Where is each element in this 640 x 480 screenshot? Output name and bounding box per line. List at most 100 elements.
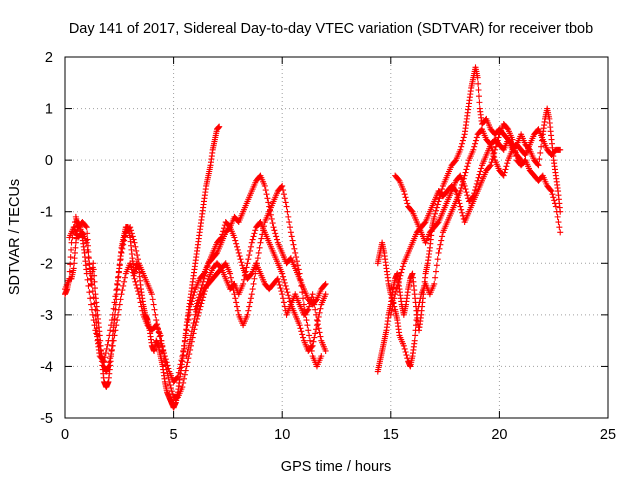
data-point (148, 291, 155, 298)
data-point (233, 299, 240, 306)
data-point (236, 253, 243, 260)
data-point (438, 237, 445, 244)
data-point (163, 359, 170, 366)
data-point (250, 280, 257, 287)
data-point (557, 229, 564, 236)
data-point (313, 297, 320, 304)
data-point (93, 325, 100, 332)
data-point (295, 266, 302, 273)
data-point (314, 321, 321, 328)
data-point (119, 287, 126, 294)
data-point (461, 182, 468, 189)
data-point (89, 311, 96, 318)
data-point (478, 165, 485, 172)
data-point (161, 350, 168, 357)
data-point (82, 223, 89, 230)
data-point (293, 254, 300, 261)
data-point (91, 272, 98, 279)
data-point (68, 246, 75, 253)
data-point (252, 227, 259, 234)
data-point (232, 295, 239, 302)
data-point (421, 220, 428, 227)
data-point (284, 208, 291, 215)
data-point (287, 224, 294, 231)
data-point (470, 193, 477, 200)
data-point (149, 296, 156, 303)
data-point (474, 74, 481, 81)
data-point (470, 146, 477, 153)
data-point (234, 246, 241, 253)
data-point (292, 249, 299, 256)
data-point (265, 199, 272, 206)
data-point (188, 328, 195, 335)
data-point (388, 307, 395, 314)
data-point (243, 264, 250, 271)
data-point (110, 337, 117, 344)
data-point (402, 348, 409, 355)
data-point (119, 245, 126, 252)
data-point (168, 388, 175, 395)
data-point (131, 275, 138, 282)
data-point (66, 268, 73, 275)
data-point (158, 340, 165, 347)
data-point (248, 291, 255, 298)
data-point (129, 233, 136, 240)
data-point (134, 288, 141, 295)
x-tick-label: 10 (274, 427, 290, 443)
data-point (190, 292, 197, 299)
data-point (434, 256, 441, 263)
data-point (187, 306, 194, 313)
data-point (293, 258, 300, 265)
data-point (313, 322, 320, 329)
data-point (304, 307, 311, 314)
data-point (416, 299, 423, 306)
data-point (113, 322, 120, 329)
data-point (503, 163, 510, 170)
data-point (169, 391, 176, 398)
data-point (67, 254, 74, 261)
data-point (307, 297, 314, 304)
data-point (178, 357, 185, 364)
data-point (195, 309, 202, 316)
data-point (256, 244, 263, 251)
data-point (86, 289, 93, 296)
data-point (475, 174, 482, 181)
data-point (88, 301, 95, 308)
data-point (187, 336, 194, 343)
data-point (300, 295, 307, 302)
data-point (91, 322, 98, 329)
data-point (456, 200, 463, 207)
data-point (517, 156, 524, 163)
data-point (459, 140, 466, 147)
data-point (106, 359, 113, 366)
data-point (183, 327, 190, 334)
data-point (92, 312, 99, 319)
data-point (472, 140, 479, 147)
data-point (85, 282, 92, 289)
data-point (247, 271, 254, 278)
data-point (104, 341, 111, 348)
data-point (260, 227, 267, 234)
data-point (133, 281, 140, 288)
data-point (473, 180, 480, 187)
data-point (280, 273, 287, 280)
data-point (279, 291, 286, 298)
data-point (128, 227, 135, 234)
data-point (188, 298, 195, 305)
data-point (321, 281, 328, 288)
data-point (547, 187, 554, 194)
data-point (121, 274, 128, 281)
data-point (322, 280, 329, 287)
data-point (249, 286, 256, 293)
data-point (492, 143, 499, 150)
data-point (412, 332, 419, 339)
data-point (121, 278, 128, 285)
data-point (538, 143, 545, 150)
data-point (194, 297, 201, 304)
data-point (389, 303, 396, 310)
data-point (154, 325, 161, 332)
data-point (198, 285, 205, 292)
data-point (501, 169, 508, 176)
data-point (257, 239, 264, 246)
data-point (260, 223, 267, 230)
